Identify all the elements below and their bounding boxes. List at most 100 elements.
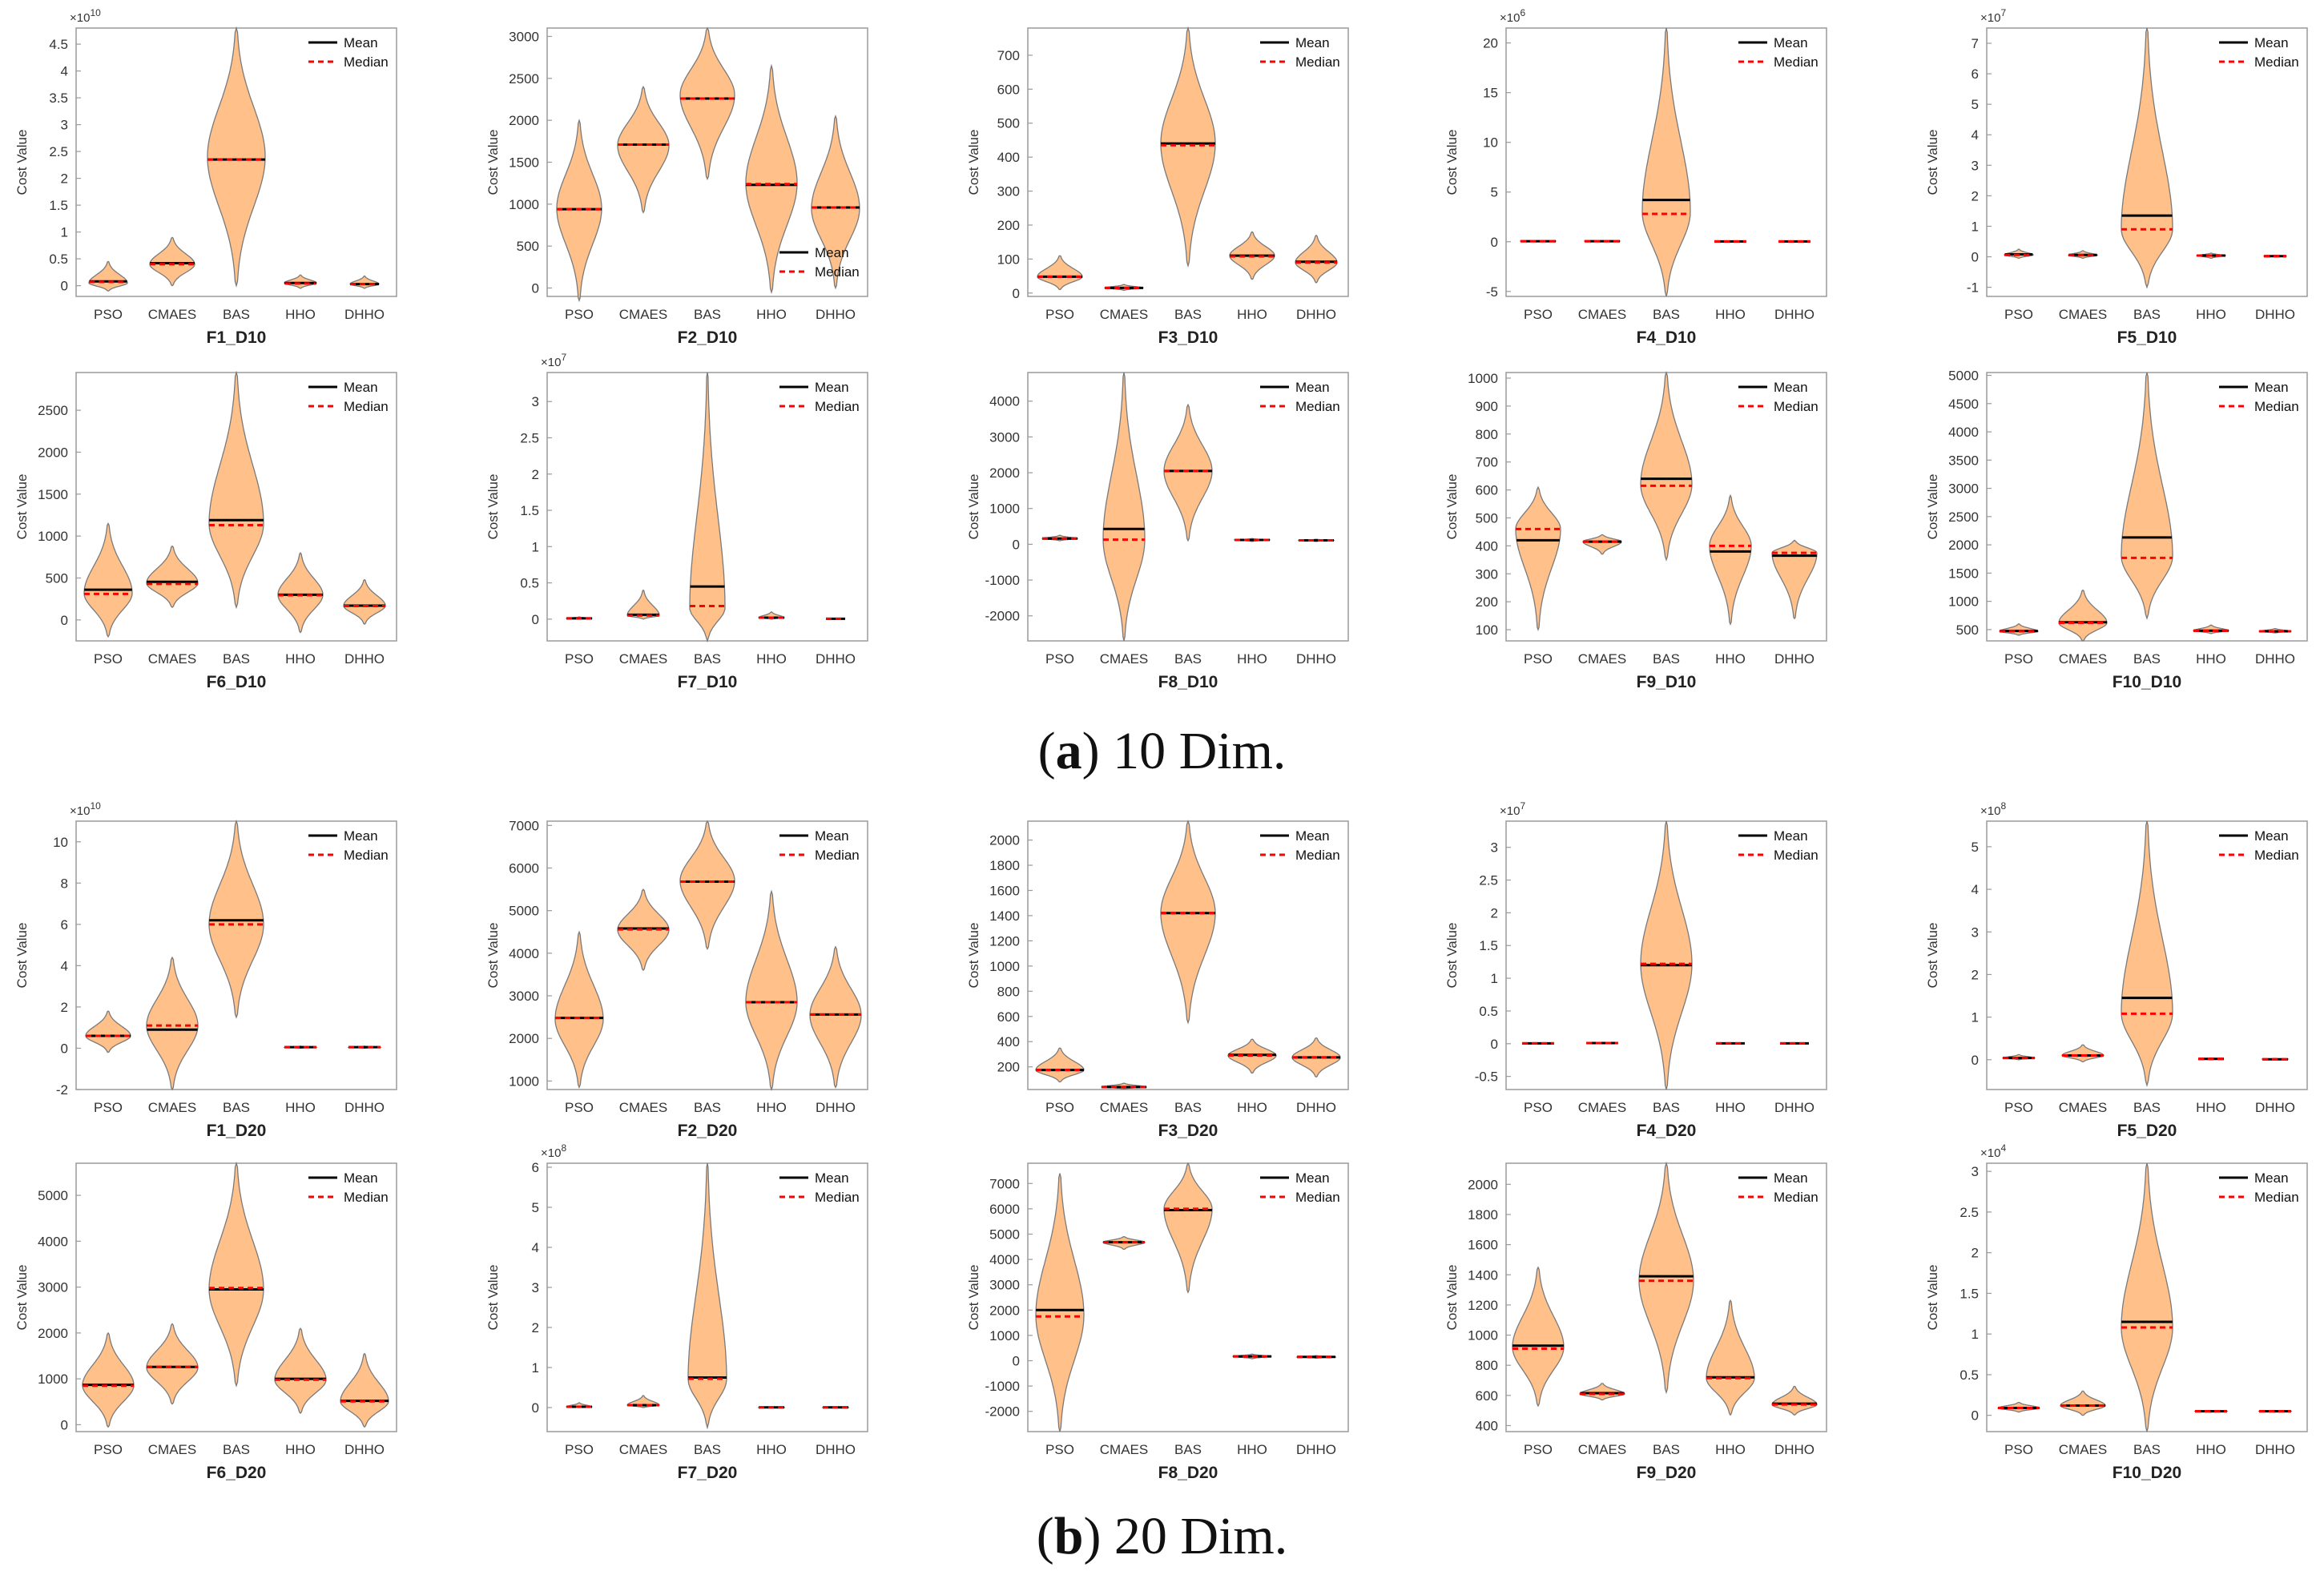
x-tick-label: DHHO (2255, 1442, 2295, 1457)
y-tick-label: 2.5 (1959, 1205, 1979, 1220)
x-tick-label: HHO (756, 1442, 787, 1457)
violin-CMAES (146, 956, 199, 1091)
x-tick-label: DHHO (344, 1100, 385, 1115)
violin-HHO (277, 552, 324, 634)
x-tick-label: HHO (1237, 1100, 1267, 1115)
x-tick-label: DHHO (1296, 307, 1336, 322)
legend-median-label: Median (1774, 1190, 1819, 1205)
y-tick-label: 5 (1491, 185, 1498, 200)
x-tick-label: CMAES (1100, 1100, 1148, 1115)
y-axis-label: Cost Value (1925, 130, 1940, 195)
y-tick-label: 2000 (989, 833, 1020, 848)
legend-median-label: Median (344, 848, 389, 863)
y-tick-label: 3000 (509, 989, 539, 1004)
x-tick-label: DHHO (2255, 651, 2295, 667)
violin-BAS (1163, 1162, 1213, 1294)
x-tick-label: HHO (756, 1100, 787, 1115)
y-tick-label: 2 (61, 171, 68, 187)
x-tick-label: PSO (2004, 651, 2033, 667)
violin-CMAES (146, 1323, 199, 1405)
y-tick-label: 1500 (38, 487, 68, 502)
violin-CMAES (146, 545, 199, 608)
legend-mean-label: Mean (1295, 1170, 1330, 1186)
x-tick-label: CMAES (1578, 651, 1626, 667)
x-tick-label: DHHO (816, 307, 856, 322)
y-tick-label: 3 (1972, 924, 1979, 940)
y-tick-label: 3500 (1948, 453, 1979, 468)
x-tick-label: BAS (2133, 307, 2161, 322)
y-axis-label: Cost Value (1444, 1265, 1460, 1331)
violin-BAS (679, 820, 735, 950)
x-tick-label: BAS (1174, 1100, 1202, 1115)
violin-DHHO (809, 945, 862, 1089)
legend-median-label: Median (1774, 54, 1819, 70)
chart-title: F8_D20 (1158, 1464, 1218, 1482)
y-tick-label: 0.5 (1959, 1368, 1979, 1383)
x-tick-label: HHO (2196, 651, 2226, 667)
y-tick-label: 1000 (989, 502, 1020, 517)
legend-mean-label: Mean (344, 35, 378, 50)
chart-title: F4_D20 (1637, 1122, 1697, 1140)
legend-median-label: Median (2254, 54, 2299, 70)
x-tick-label: HHO (1237, 307, 1267, 322)
violin-PSO (1999, 623, 2039, 636)
x-tick-label: DHHO (344, 1442, 385, 1457)
chart-title: F8_D10 (1158, 673, 1218, 691)
y-exponent: ×108 (1980, 800, 2006, 818)
y-tick-label: 1000 (1468, 1328, 1498, 1343)
x-tick-label: CMAES (148, 651, 196, 667)
chart-title: F2_D10 (678, 328, 738, 347)
violin-BAS (208, 1161, 264, 1388)
x-tick-label: BAS (223, 1100, 250, 1115)
x-tick-label: HHO (2196, 1442, 2226, 1457)
y-tick-label: 2 (1972, 188, 1979, 203)
y-tick-label: 1400 (1468, 1267, 1498, 1283)
caption-20-dim: (b) 20 Dim. (1036, 1507, 1288, 1565)
legend-mean-label: Mean (2254, 828, 2289, 844)
y-tick-label: 3000 (38, 1280, 68, 1295)
x-tick-label: BAS (2133, 1442, 2161, 1457)
y-tick-label: 900 (1476, 399, 1498, 414)
legend-median-label: Median (2254, 1190, 2299, 1205)
y-tick-label: 4000 (989, 1252, 1020, 1267)
legend-mean-label: Mean (1295, 380, 1330, 395)
x-tick-label: DHHO (1774, 651, 1814, 667)
y-tick-label: 1500 (509, 155, 539, 171)
y-tick-label: 6000 (509, 860, 539, 876)
y-tick-label: 3 (1972, 1164, 1979, 1179)
y-tick-label: 0.5 (520, 576, 539, 591)
y-tick-label: 3 (1491, 840, 1498, 856)
violin-PSO (82, 1331, 135, 1428)
y-tick-label: 300 (1476, 566, 1498, 582)
x-tick-label: HHO (285, 307, 316, 322)
chart-F10_D20: 0 0.5 1 1.5 2 2.5 3×104 Cost Value PSO CMAES BAS HH… (1925, 1142, 2308, 1482)
y-tick-label: 400 (1476, 538, 1498, 554)
y-tick-label: 4 (1972, 127, 1979, 143)
y-axis-label: Cost Value (1925, 1265, 1940, 1331)
y-axis-label: Cost Value (1444, 923, 1460, 989)
x-tick-label: HHO (2196, 1100, 2226, 1115)
y-tick-label: 1 (1972, 219, 1979, 234)
y-tick-label: 2500 (38, 403, 68, 418)
y-tick-label: 1000 (989, 959, 1020, 974)
violin-HHO (284, 274, 317, 289)
y-tick-label: 700 (997, 48, 1020, 63)
violin-BAS (1638, 1161, 1694, 1395)
x-tick-label: CMAES (148, 1442, 196, 1457)
legend-mean-label: Mean (2254, 35, 2289, 50)
y-tick-label: 1200 (1468, 1298, 1498, 1313)
x-tick-label: PSO (565, 1442, 594, 1457)
y-tick-label: 200 (997, 1060, 1020, 1075)
x-tick-label: PSO (94, 307, 123, 322)
x-tick-label: HHO (756, 651, 787, 667)
y-tick-label: 0.5 (49, 252, 68, 267)
x-tick-label: BAS (694, 1100, 721, 1115)
y-tick-label: 1.5 (1479, 938, 1498, 953)
chart-title: F5_D10 (2117, 328, 2177, 347)
chart-F1_D10: 0 0.5 1 1.5 2 2.5 3 3.5 4 4.5×1010 Cost Value PSO CM… (14, 7, 397, 347)
violin-PSO (85, 1010, 131, 1053)
violin-CMAES (617, 85, 670, 214)
x-tick-label: CMAES (2059, 1442, 2107, 1457)
chart-title: F6_D10 (207, 673, 267, 691)
violin-DHHO (340, 1352, 389, 1428)
